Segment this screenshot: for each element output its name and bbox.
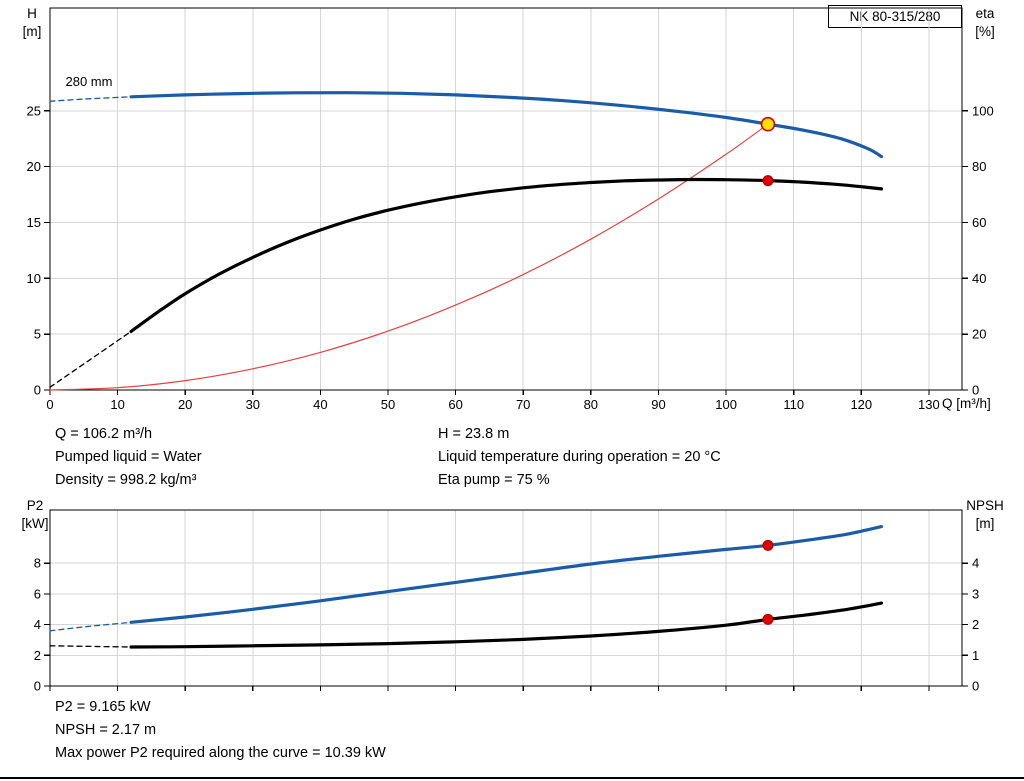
curve-annotation: 280 mm: [66, 74, 113, 89]
svg-text:1: 1: [972, 648, 979, 663]
svg-text:130: 130: [918, 397, 940, 412]
svg-text:0: 0: [972, 679, 979, 694]
npsh-value: NPSH = 2.17 m: [55, 722, 157, 738]
eta-axis-label: eta [%]: [964, 5, 1006, 41]
h-axis-label: H [m]: [14, 5, 50, 41]
density-value: Density = 998.2 kg/m³: [55, 472, 197, 488]
power-info: P2 = 9.165 kW NPSH = 2.17 m Max power P2…: [55, 696, 386, 765]
eta-curve: [129, 177, 884, 333]
operating-point-info-left: Q = 106.2 m³/h Pumped liquid = Water Den…: [55, 423, 202, 492]
p2-value: P2 = 9.165 kW: [55, 699, 151, 715]
h-axis-unit: [m]: [22, 24, 42, 39]
svg-text:60: 60: [448, 397, 462, 412]
head-curve-dashed-lead: [49, 96, 132, 102]
operating-point-info-right: H = 23.8 m Liquid temperature during ope…: [438, 423, 721, 492]
svg-text:15: 15: [27, 215, 41, 230]
p2-curve: [129, 525, 884, 624]
svg-text:2: 2: [34, 648, 41, 663]
svg-text:8: 8: [34, 556, 41, 571]
svg-text:70: 70: [516, 397, 530, 412]
svg-text:3: 3: [972, 586, 979, 601]
svg-text:0: 0: [34, 383, 41, 398]
duty-point-eta: [762, 175, 774, 187]
npsh-curve-dashed-lead: [49, 645, 132, 648]
svg-text:90: 90: [651, 397, 665, 412]
svg-text:100: 100: [972, 103, 994, 118]
qh-eta-chart-canvas: 0 5 10 15 20 25 0 20 40 60 80 100 0 10 20 30 40 50 60 70 80 9…: [27, 7, 994, 412]
svg-text:20: 20: [972, 327, 986, 342]
p2-curve-dashed-lead: [49, 621, 132, 632]
liquid-temperature: Liquid temperature during operation = 20…: [438, 449, 721, 465]
svg-text:120: 120: [850, 397, 872, 412]
svg-text:80: 80: [584, 397, 598, 412]
p2-axis-unit: [kW]: [21, 516, 49, 531]
svg-text:20: 20: [178, 397, 192, 412]
svg-text:100: 100: [715, 397, 737, 412]
svg-text:40: 40: [313, 397, 327, 412]
eta-curve-dashed-lead: [49, 330, 132, 388]
pumped-liquid: Pumped liquid = Water: [55, 449, 202, 465]
svg-text:4: 4: [972, 556, 979, 571]
svg-text:10: 10: [27, 271, 41, 286]
svg-text:10: 10: [110, 397, 124, 412]
svg-text:0: 0: [34, 679, 41, 694]
svg-text:4: 4: [34, 617, 41, 632]
h-value: H = 23.8 m: [438, 426, 510, 442]
p2-npsh-chart-canvas: 0 2 4 6 8 0 1 2 3 4: [34, 509, 979, 694]
svg-text:5: 5: [34, 327, 41, 342]
svg-text:0: 0: [46, 397, 53, 412]
q-value: Q = 106.2 m³/h: [55, 426, 153, 442]
eta-axis-name: eta: [975, 6, 995, 21]
p2-axis-name: P2: [26, 498, 44, 513]
h-axis-name: H: [27, 6, 37, 21]
system-resistance-curve: [49, 123, 769, 391]
page-bottom-border: [0, 777, 1024, 779]
max-power-value: Max power P2 required along the curve = …: [55, 745, 386, 761]
svg-text:30: 30: [246, 397, 260, 412]
npsh-axis-label: NPSH [m]: [958, 497, 1012, 533]
eta-pump-value: Eta pump = 75 %: [438, 472, 550, 488]
duty-point-npsh: [762, 613, 774, 625]
head-curve-280mm: [129, 91, 884, 159]
svg-text:0: 0: [972, 383, 979, 398]
npsh-curve: [129, 601, 884, 649]
svg-text:20: 20: [27, 159, 41, 174]
svg-text:110: 110: [783, 397, 804, 412]
duty-point-head: [760, 116, 776, 132]
svg-text:2: 2: [972, 617, 979, 632]
duty-point-p2: [762, 539, 774, 551]
p2-axis-label: P2 [kW]: [14, 497, 56, 533]
npsh-axis-unit: [m]: [975, 516, 995, 531]
q-axis-label: Q [m³/h]: [942, 396, 991, 411]
npsh-axis-name: NPSH: [966, 498, 1004, 513]
svg-text:50: 50: [381, 397, 395, 412]
svg-text:60: 60: [972, 215, 986, 230]
svg-text:80: 80: [972, 159, 986, 174]
svg-text:6: 6: [34, 586, 41, 601]
svg-text:25: 25: [27, 103, 41, 118]
svg-text:40: 40: [972, 271, 986, 286]
eta-axis-unit: [%]: [975, 24, 995, 39]
